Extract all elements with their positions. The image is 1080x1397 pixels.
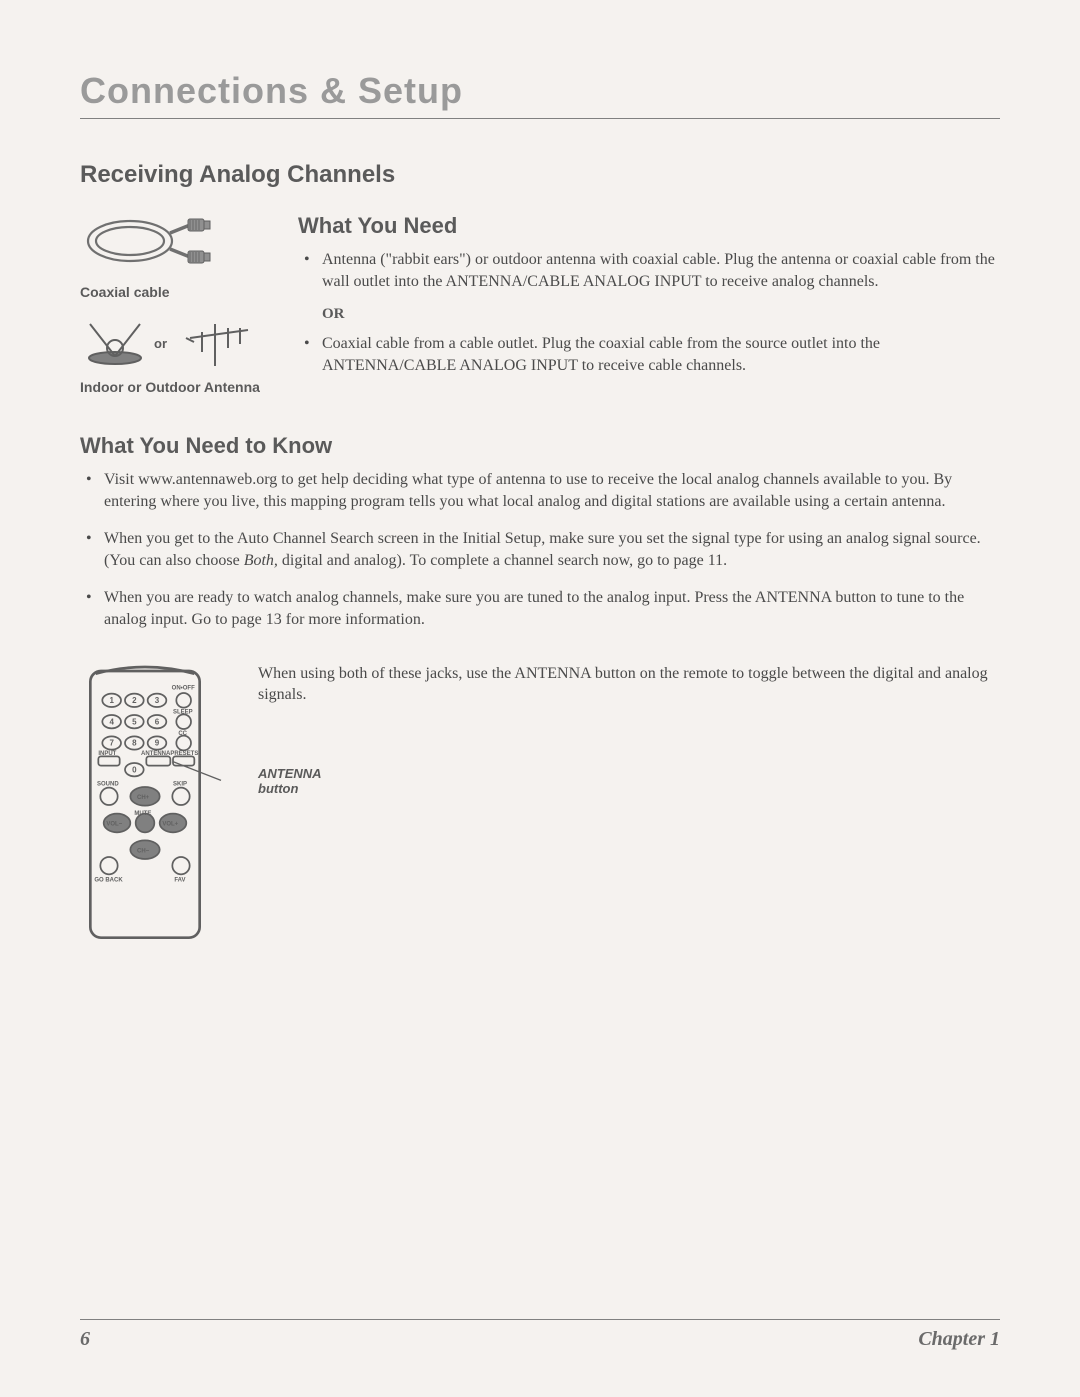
know-list: Visit www.antennaweb.org to get help dec… — [80, 469, 1000, 631]
svg-text:5: 5 — [132, 717, 137, 726]
svg-text:7: 7 — [109, 738, 114, 747]
know-bullet-3: When you are ready to watch analog chann… — [104, 587, 1000, 630]
svg-text:PRESETS: PRESETS — [170, 751, 198, 757]
svg-text:3: 3 — [155, 696, 160, 705]
what-you-need-row: Coaxial cable or Indoor or Outdoor Anten… — [80, 213, 1000, 395]
svg-text:ANTENNA: ANTENNA — [141, 751, 171, 757]
coax-caption: Coaxial cable — [80, 284, 270, 300]
page-number: 6 — [80, 1328, 90, 1351]
remote-row: 1 2 3 4 5 6 7 8 9 0 ON•OFF SLEEP CC INPUT ANTE… — [80, 663, 1000, 948]
svg-text:INPUT: INPUT — [98, 751, 116, 757]
remote-icon: 1 2 3 4 5 6 7 8 9 0 ON•OFF SLEEP CC INPUT ANTE… — [80, 663, 230, 943]
know-bullet-2: When you get to the Auto Channel Search … — [104, 528, 1000, 571]
antenna-icon: or — [80, 318, 260, 368]
svg-text:ON•OFF: ON•OFF — [172, 685, 195, 691]
remote-diagram: 1 2 3 4 5 6 7 8 9 0 ON•OFF SLEEP CC INPUT ANTE… — [80, 663, 230, 948]
svg-text:VOL+: VOL+ — [162, 821, 178, 827]
svg-text:SKIP: SKIP — [173, 781, 187, 787]
svg-text:9: 9 — [155, 738, 160, 747]
need-bullet-2: Coaxial cable from a cable outlet. Plug … — [322, 333, 1000, 376]
know-bullet-1: Visit www.antennaweb.org to get help dec… — [104, 469, 1000, 512]
what-you-need-list-2: Coaxial cable from a cable outlet. Plug … — [298, 333, 1000, 376]
know-title: What You Need to Know — [80, 433, 1000, 459]
svg-text:CC: CC — [178, 731, 187, 737]
svg-text:SLEEP: SLEEP — [173, 709, 193, 715]
need-bullet-1: Antenna ("rabbit ears") or outdoor anten… — [322, 249, 1000, 292]
callout-line1: ANTENNA — [258, 766, 322, 781]
svg-text:GO BACK: GO BACK — [94, 877, 123, 883]
svg-text:8: 8 — [132, 738, 137, 747]
chapter-label: Chapter 1 — [918, 1328, 1000, 1351]
know-b2-b: digital and analog). To complete a chann… — [278, 552, 727, 569]
remote-paragraph: When using both of these jacks, use the … — [258, 663, 1000, 706]
antenna-callout: ANTENNA button — [258, 766, 1000, 796]
or-separator: OR — [298, 306, 1000, 323]
antenna-caption: Indoor or Outdoor Antenna — [80, 379, 270, 395]
remote-text-col: When using both of these jacks, use the … — [258, 663, 1000, 796]
svg-text:MUTE: MUTE — [134, 811, 151, 817]
diagram-column: Coaxial cable or Indoor or Outdoor Anten… — [80, 213, 270, 395]
what-you-need-content: What You Need Antenna ("rabbit ears") or… — [298, 213, 1000, 395]
svg-text:2: 2 — [132, 696, 137, 705]
svg-text:4: 4 — [109, 717, 114, 726]
svg-text:CH−: CH− — [137, 848, 150, 854]
svg-text:CH+: CH+ — [137, 795, 150, 801]
chapter-title: Connections & Setup — [80, 70, 1000, 119]
callout-line2: button — [258, 781, 298, 796]
svg-text:FAV: FAV — [174, 877, 185, 883]
svg-text:1: 1 — [109, 696, 114, 705]
what-you-need-to-know: What You Need to Know Visit www.antennaw… — [80, 433, 1000, 631]
antenna-or-label: or — [154, 336, 167, 351]
coax-cable-icon — [80, 213, 220, 273]
page-footer: 6 Chapter 1 — [80, 1319, 1000, 1351]
svg-text:SOUND: SOUND — [97, 781, 119, 787]
what-you-need-list: Antenna ("rabbit ears") or outdoor anten… — [298, 249, 1000, 292]
svg-text:6: 6 — [155, 717, 160, 726]
section-title: Receiving Analog Channels — [80, 161, 1000, 189]
what-you-need-title: What You Need — [298, 213, 1000, 239]
svg-text:VOL−: VOL− — [106, 821, 122, 827]
know-b2-italic: Both, — [244, 552, 278, 569]
svg-text:0: 0 — [132, 765, 137, 774]
